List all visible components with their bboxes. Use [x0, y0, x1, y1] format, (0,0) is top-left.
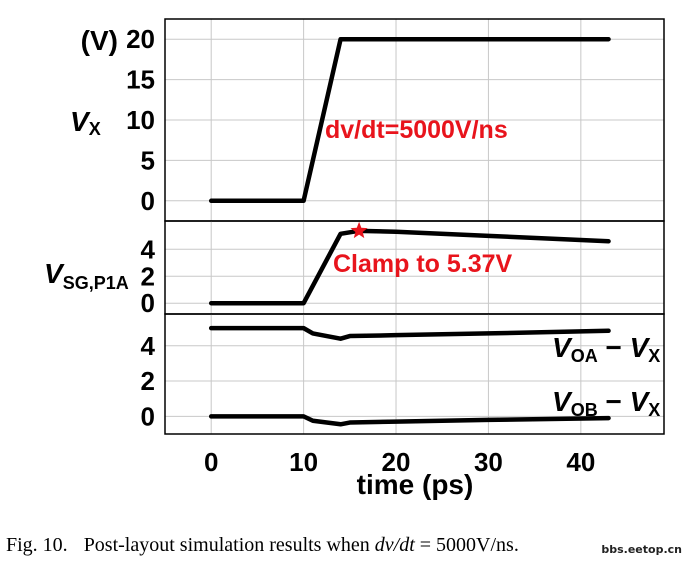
series-line-0-0: [208, 36, 611, 204]
series-line-2-0: [208, 325, 611, 341]
watermark: bbs.eetop.cn: [601, 543, 682, 556]
top-ylabel-var: V: [70, 106, 91, 137]
clamp-annotation: Clamp to 5.37V: [333, 250, 513, 278]
y-tick-label-4: 20: [126, 24, 155, 54]
voa-vx-label: VOA − VX: [552, 332, 660, 366]
top-ylabel-unit: (V): [81, 25, 118, 56]
mid-ylabel-var: V: [44, 258, 65, 289]
y-tick-label-0: 0: [141, 186, 155, 216]
figure-caption: Fig. 10. Post-layout simulation results w…: [6, 534, 519, 556]
y-tick-label-0: 0: [141, 288, 155, 318]
plot-frame: [164, 313, 665, 435]
x-tick-label-4: 40: [566, 447, 595, 477]
y-tick-label-2: 4: [141, 234, 156, 264]
mid-ylabel: VSG,P1A: [44, 258, 129, 293]
y-tick-label-2: 4: [141, 331, 156, 361]
y-tick-label-3: 15: [126, 65, 155, 95]
caption-text-before: Post-layout simulation results when: [84, 534, 375, 556]
x-tick-label-0: 0: [204, 447, 218, 477]
caption-label: Fig. 10.: [6, 534, 68, 556]
caption-math: dv/dt: [375, 534, 415, 556]
series-line-2-1: [208, 414, 611, 427]
x-tick-label-1: 10: [289, 447, 318, 477]
dvdt-annotation: dv/dt=5000V/ns: [325, 116, 508, 144]
y-tick-label-1: 2: [141, 261, 155, 291]
y-tick-label-1: 2: [141, 366, 155, 396]
clamp-star-marker: [350, 221, 368, 239]
vob-vx-label: VOB − VX: [552, 386, 660, 420]
y-tick-label-2: 10: [126, 105, 155, 135]
y-tick-label-1: 5: [141, 145, 155, 175]
caption-text-after: = 5000V/ns.: [415, 534, 519, 556]
x-tick-label-3: 30: [474, 447, 503, 477]
y-tick-label-0: 0: [141, 401, 155, 431]
x-tick-label-2: 20: [382, 447, 411, 477]
top-ylabel: VX: [70, 106, 101, 139]
panel-vsg: 024: [141, 220, 665, 318]
mid-ylabel-sub: SG,P1A: [63, 273, 129, 293]
x-axis-label: time (ps): [357, 469, 474, 500]
top-ylabel-sub: X: [89, 119, 101, 139]
